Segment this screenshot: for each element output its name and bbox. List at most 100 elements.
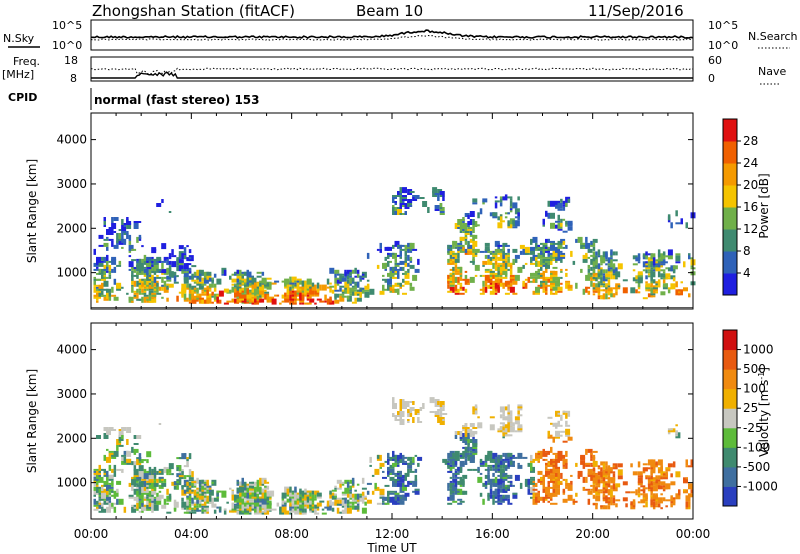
range-gate-cell xyxy=(354,267,357,274)
y-tick-label: 4000 xyxy=(56,133,87,147)
range-gate-cell xyxy=(469,456,475,463)
range-gate-cell xyxy=(394,415,397,421)
range-gate-cell xyxy=(615,503,618,508)
range-gate-cell xyxy=(545,458,548,461)
range-gate-cell xyxy=(223,288,229,293)
range-gate-cell xyxy=(108,464,112,471)
range-gate-cell xyxy=(502,476,508,479)
range-gate-cell xyxy=(138,258,142,265)
colorbar-tick-label: 12 xyxy=(743,222,758,236)
range-gate-cell xyxy=(560,414,563,417)
range-gate-cell xyxy=(617,469,623,476)
range-gate-cell xyxy=(236,290,239,297)
range-gate-cell xyxy=(477,476,483,483)
range-gate-cell xyxy=(497,286,500,293)
range-gate-cell xyxy=(454,272,460,275)
range-gate-cell xyxy=(532,236,538,243)
range-gate-cell xyxy=(158,476,164,479)
range-gate-cell xyxy=(652,467,656,472)
range-gate-cell xyxy=(294,302,297,305)
range-gate-cell xyxy=(361,487,367,490)
range-gate-cell xyxy=(592,282,596,287)
range-gate-cell xyxy=(231,502,234,509)
range-gate-cell xyxy=(577,236,583,243)
range-gate-cell xyxy=(560,434,563,437)
range-gate-cell xyxy=(660,253,666,260)
y-tick-label: 1000 xyxy=(56,266,87,280)
range-gate-cell xyxy=(326,500,330,507)
range-gate-cell xyxy=(665,483,671,490)
range-gate-cell xyxy=(106,500,111,503)
range-gate-cell xyxy=(662,279,666,284)
range-gate-cell xyxy=(655,261,658,264)
range-gate-cell xyxy=(439,191,445,195)
range-gate-cell xyxy=(392,195,397,197)
range-gate-cell xyxy=(675,281,678,288)
range-gate-cell xyxy=(409,470,415,473)
range-gate-cell xyxy=(156,274,159,277)
range-gate-cell xyxy=(153,288,157,291)
range-gate-cell xyxy=(542,458,545,461)
range-gate-cell xyxy=(497,468,500,471)
range-gate-cell xyxy=(504,490,508,493)
range-gate-cell xyxy=(555,290,558,295)
range-gate-cell xyxy=(535,492,540,495)
range-gate-cell xyxy=(236,278,239,283)
range-gate-cell xyxy=(379,462,385,467)
range-gate-cell xyxy=(324,300,327,303)
range-gate-cell xyxy=(156,498,162,505)
range-gate-cell xyxy=(113,217,119,221)
range-gate-cell xyxy=(412,248,418,251)
range-gate-cell xyxy=(502,494,505,499)
range-gate-cell xyxy=(437,409,443,411)
range-gate-cell xyxy=(96,256,99,261)
range-gate-cell xyxy=(489,256,493,261)
range-gate-cell xyxy=(509,262,513,269)
range-gate-cell xyxy=(675,493,681,500)
range-gate-cell xyxy=(484,270,490,273)
range-gate-cell xyxy=(467,282,470,285)
range-gate-cell xyxy=(148,274,152,277)
range-gate-cell xyxy=(133,475,139,478)
range-gate-cell xyxy=(432,187,438,194)
range-gate-cell xyxy=(560,424,563,427)
range-gate-cell xyxy=(188,495,192,502)
range-gate-cell xyxy=(163,478,167,483)
range-gate-cell xyxy=(412,274,418,281)
range-gate-cell xyxy=(151,476,154,483)
range-gate-cell xyxy=(356,269,360,274)
range-gate-cell xyxy=(540,450,543,457)
y-tick-label: 2000 xyxy=(56,221,87,235)
range-gate-cell xyxy=(685,222,688,229)
range-gate-cell xyxy=(467,433,470,439)
range-gate-cell xyxy=(387,246,392,251)
range-gate-cell xyxy=(241,292,244,295)
range-gate-cell xyxy=(186,475,192,478)
range-gate-cell xyxy=(106,506,111,513)
range-gate-cell xyxy=(123,456,127,463)
range-gate-cell xyxy=(266,500,272,503)
range-gate-cell xyxy=(530,496,533,499)
range-gate-cell xyxy=(512,226,518,229)
range-gate-cell xyxy=(535,248,538,251)
range-gate-cell xyxy=(101,502,104,507)
range-gate-cell xyxy=(399,282,402,287)
range-gate-cell xyxy=(121,427,127,431)
range-gate-cell xyxy=(176,483,179,490)
range-gate-cell xyxy=(289,288,292,295)
range-gate-cell xyxy=(203,495,207,498)
range-gate-cell xyxy=(231,298,234,303)
range-gate-cell xyxy=(607,287,613,292)
range-gate-cell xyxy=(497,252,503,255)
range-gate-cell xyxy=(675,255,681,262)
range-gate-cell xyxy=(509,452,513,457)
range-gate-cell xyxy=(331,289,335,294)
range-gate-cell xyxy=(389,492,395,495)
range-gate-cell xyxy=(143,473,149,480)
range-gate-cell xyxy=(452,452,455,459)
range-gate-cell xyxy=(291,276,297,283)
range-gate-cell xyxy=(346,507,352,514)
range-gate-cell xyxy=(452,288,455,293)
range-gate-cell xyxy=(640,485,646,488)
range-gate-cell xyxy=(148,259,152,262)
